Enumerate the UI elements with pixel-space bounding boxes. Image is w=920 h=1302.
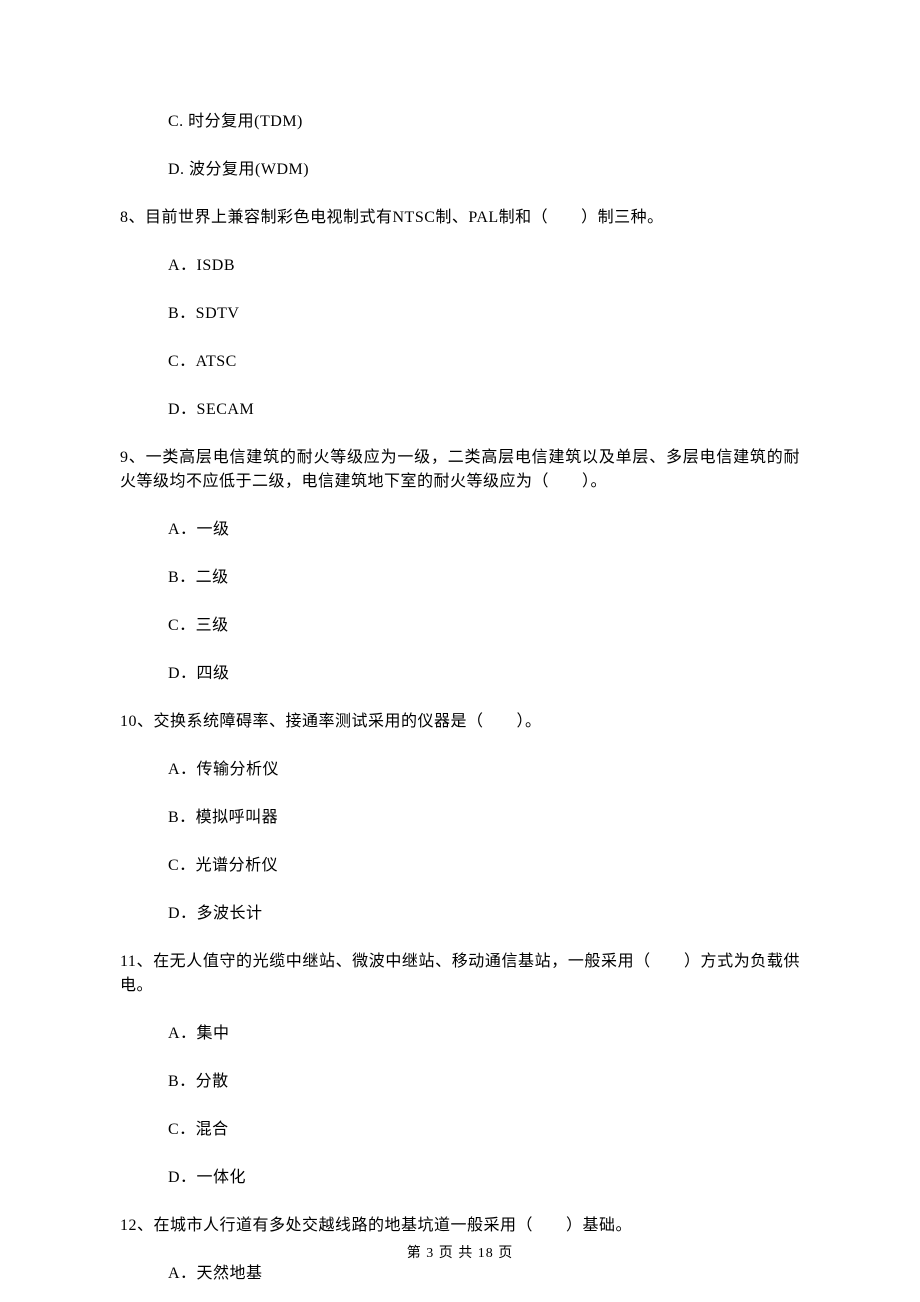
orphan-option-c: C. 时分复用(TDM) [120, 110, 800, 134]
question-9-option-a: A．一级 [120, 518, 800, 542]
question-10-stem: 10、交换系统障碍率、接通率测试采用的仪器是（ ）。 [120, 710, 800, 734]
question-11-option-c: C．混合 [120, 1118, 800, 1142]
page-footer: 第 3 页 共 18 页 [0, 1242, 920, 1262]
question-8-option-a: A．ISDB [120, 254, 800, 278]
orphan-option-d: D. 波分复用(WDM) [120, 158, 800, 182]
question-11-option-d: D．一体化 [120, 1166, 800, 1190]
question-8-option-d: D．SECAM [120, 398, 800, 422]
question-11-option-a: A．集中 [120, 1022, 800, 1046]
question-9-option-d: D．四级 [120, 662, 800, 686]
question-10-option-a: A．传输分析仪 [120, 758, 800, 782]
question-12-option-a: A．天然地基 [120, 1262, 800, 1286]
question-10-option-b: B．模拟呼叫器 [120, 806, 800, 830]
question-8-option-c: C．ATSC [120, 350, 800, 374]
question-9-option-b: B．二级 [120, 566, 800, 590]
question-8-option-b: B．SDTV [120, 302, 800, 326]
question-10-option-c: C．光谱分析仪 [120, 854, 800, 878]
question-8-stem: 8、目前世界上兼容制彩色电视制式有NTSC制、PAL制和（ ）制三种。 [120, 206, 800, 230]
question-9-stem: 9、一类高层电信建筑的耐火等级应为一级，二类高层电信建筑以及单层、多层电信建筑的… [120, 446, 800, 494]
question-9-option-c: C．三级 [120, 614, 800, 638]
question-12-stem: 12、在城市人行道有多处交越线路的地基坑道一般采用（ ）基础。 [120, 1214, 800, 1238]
question-10-option-d: D．多波长计 [120, 902, 800, 926]
question-11-stem: 11、在无人值守的光缆中继站、微波中继站、移动通信基站，一般采用（ ）方式为负载… [120, 950, 800, 998]
document-content: C. 时分复用(TDM) D. 波分复用(WDM) 8、目前世界上兼容制彩色电视… [120, 110, 800, 1286]
question-11-option-b: B．分散 [120, 1070, 800, 1094]
